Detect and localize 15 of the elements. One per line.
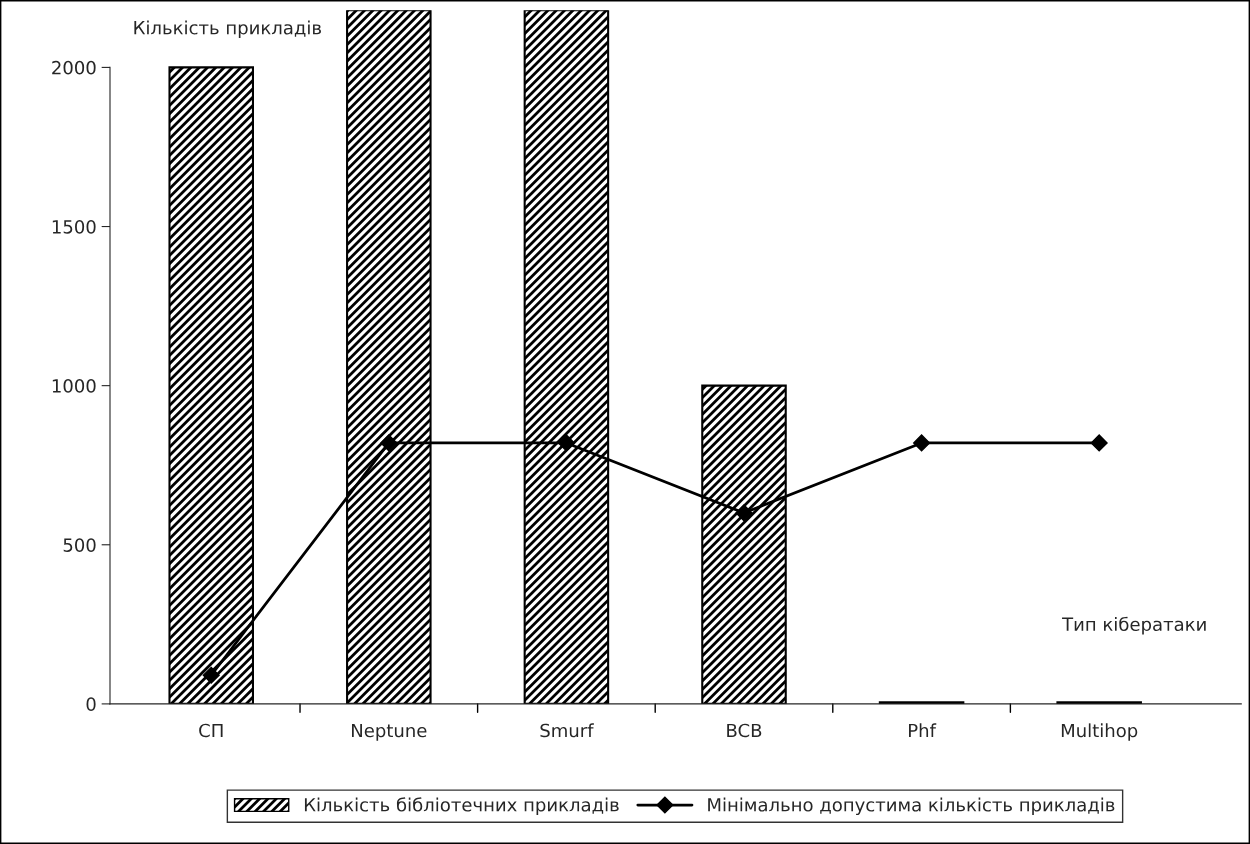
x-tick-label: Smurf <box>540 723 594 738</box>
legend-label: Мінімально допустима кількість прикладів <box>708 797 1115 816</box>
y-tick-label: 500 <box>63 538 96 552</box>
x-tick-label: СП <box>199 723 223 738</box>
x-tick-label: Phf <box>909 723 937 738</box>
x-tick-label: Multihop <box>1061 723 1138 741</box>
x-tick-label: BCB <box>727 723 762 738</box>
x-axis-title: Тип кібератаки <box>1062 616 1206 635</box>
y-tick-label: 2000 <box>52 60 96 75</box>
y-tick-label: 1500 <box>52 219 96 234</box>
y-tick-label: 0 <box>86 697 96 712</box>
y-axis-title: Кількість прикладів <box>134 20 321 39</box>
y-tick-label: 1000 <box>52 379 96 393</box>
legend-label: Кількість бібліотечних прикладів <box>304 797 619 816</box>
x-tick-label: Neptune <box>352 723 427 741</box>
